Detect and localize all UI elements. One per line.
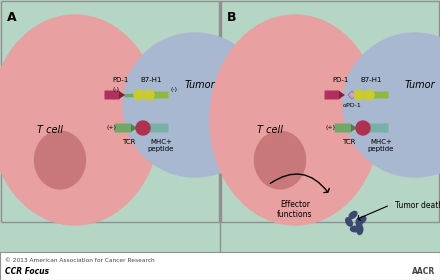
Ellipse shape <box>358 216 366 223</box>
Text: B7-H1: B7-H1 <box>360 77 382 83</box>
Ellipse shape <box>356 219 362 227</box>
Text: A: A <box>7 11 17 24</box>
Text: B7-H1: B7-H1 <box>140 77 162 83</box>
Bar <box>0 252 440 280</box>
FancyBboxPatch shape <box>114 123 132 132</box>
Ellipse shape <box>357 226 363 234</box>
Ellipse shape <box>354 104 372 120</box>
Text: T cell: T cell <box>37 125 63 135</box>
Ellipse shape <box>346 218 352 226</box>
Ellipse shape <box>254 131 305 189</box>
Text: (-): (-) <box>170 87 177 92</box>
Text: B: B <box>227 11 237 24</box>
Polygon shape <box>339 91 345 99</box>
Ellipse shape <box>34 131 85 189</box>
Text: © 2013 American Association for Cancer Research: © 2013 American Association for Cancer R… <box>5 258 154 263</box>
Ellipse shape <box>349 211 357 219</box>
Circle shape <box>354 90 364 100</box>
Circle shape <box>136 121 150 135</box>
FancyBboxPatch shape <box>154 92 169 99</box>
Text: AACR: AACR <box>412 267 435 277</box>
Text: Tumor: Tumor <box>405 80 435 90</box>
Ellipse shape <box>210 15 380 225</box>
Circle shape <box>144 90 154 100</box>
Text: CCR Focus: CCR Focus <box>5 267 49 277</box>
Polygon shape <box>348 91 356 99</box>
FancyBboxPatch shape <box>150 123 169 132</box>
Text: Tumor: Tumor <box>185 80 215 90</box>
Text: TCR: TCR <box>122 139 136 145</box>
FancyBboxPatch shape <box>324 90 340 99</box>
Text: TCR: TCR <box>342 139 356 145</box>
Text: αPD-1: αPD-1 <box>343 103 361 108</box>
FancyBboxPatch shape <box>370 123 389 132</box>
Text: Tumor death: Tumor death <box>395 200 440 209</box>
Text: Effector
functions: Effector functions <box>277 200 313 220</box>
Text: (+): (+) <box>106 125 116 130</box>
Polygon shape <box>119 91 125 99</box>
FancyBboxPatch shape <box>334 123 352 132</box>
Text: PD-1: PD-1 <box>333 77 349 83</box>
FancyBboxPatch shape <box>105 90 120 99</box>
Text: (+): (+) <box>326 125 336 130</box>
Ellipse shape <box>351 226 359 232</box>
Circle shape <box>364 90 374 100</box>
Circle shape <box>343 33 440 177</box>
Bar <box>1 1 219 222</box>
Circle shape <box>123 33 267 177</box>
Polygon shape <box>351 124 357 132</box>
Text: T cell: T cell <box>257 125 283 135</box>
Circle shape <box>356 121 370 135</box>
Text: (-): (-) <box>113 87 120 92</box>
Text: PD-1: PD-1 <box>113 77 129 83</box>
Ellipse shape <box>0 15 160 225</box>
Polygon shape <box>131 124 137 132</box>
Ellipse shape <box>347 69 375 91</box>
Circle shape <box>134 90 144 100</box>
Text: MHC+
peptide: MHC+ peptide <box>148 139 174 152</box>
FancyBboxPatch shape <box>374 92 389 99</box>
Bar <box>221 1 439 222</box>
Ellipse shape <box>134 104 152 120</box>
Ellipse shape <box>127 69 155 91</box>
Text: MHC+
peptide: MHC+ peptide <box>368 139 394 152</box>
